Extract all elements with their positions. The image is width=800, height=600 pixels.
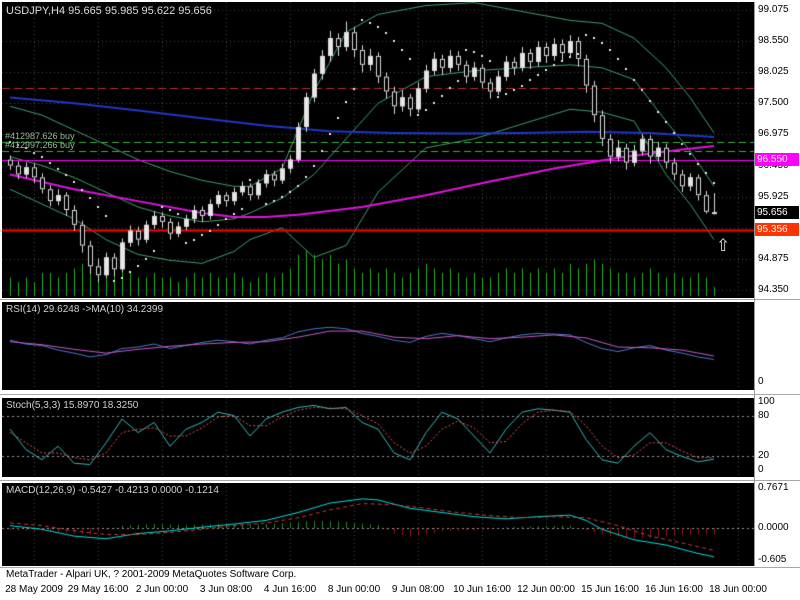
time-axis-label: 10 Jun 16:00 bbox=[453, 584, 511, 595]
time-axis-label: 8 Jun 00:00 bbox=[327, 584, 381, 595]
price-axis-label: -0.605 bbox=[758, 554, 787, 565]
price-axis-label: 95.925 bbox=[758, 190, 789, 202]
time-axis-label: 29 May 16:00 bbox=[67, 584, 129, 595]
panel-splitter[interactable] bbox=[0, 394, 800, 395]
price-axis-label: 80 bbox=[758, 409, 770, 421]
macd-canvas[interactable] bbox=[2, 483, 755, 566]
main-chart-panel: USDJPY,H4 95.665 95.985 95.622 95.656 #4… bbox=[2, 2, 755, 298]
macd-label: MACD(12,26,9) -0.5427 -0.4213 0.0000 -0.… bbox=[6, 485, 219, 496]
price-axis-label: 94.875 bbox=[758, 252, 789, 264]
trade-label-buy-2[interactable]: #412997.266 buy bbox=[5, 139, 75, 150]
time-axis-label: 12 Jun 00:00 bbox=[517, 584, 575, 595]
time-axis-label: 4 Jun 16:00 bbox=[263, 584, 317, 595]
chart-title: USDJPY,H4 95.665 95.985 95.622 95.656 bbox=[6, 5, 212, 17]
time-axis-label: 3 Jun 08:00 bbox=[199, 584, 253, 595]
time-axis-label: 9 Jun 08:00 bbox=[391, 584, 445, 595]
panel-splitter[interactable] bbox=[0, 480, 800, 481]
time-axis[interactable]: 28 May 2009 29 May 16:00 2 Jun 00:00 3 Jun … bbox=[2, 582, 798, 598]
price-axis-label: 0.7671 bbox=[758, 482, 789, 493]
price-axis-label: 0 bbox=[758, 464, 764, 475]
trade-label-buy-1[interactable]: #412987.626 buy bbox=[5, 131, 75, 142]
time-axis-label: 28 May 2009 bbox=[5, 584, 63, 595]
time-axis-label: 18 Jun 00:00 bbox=[709, 584, 767, 595]
stochastic-label: Stoch(5,3,3) 15.8970 18.3250 bbox=[6, 400, 139, 411]
stochastic-panel: Stoch(5,3,3) 15.8970 18.3250 bbox=[2, 398, 755, 477]
panel-splitter[interactable] bbox=[0, 567, 800, 568]
price-chart-canvas[interactable] bbox=[2, 2, 755, 298]
axis-divider bbox=[754, 2, 755, 566]
panel-splitter[interactable] bbox=[0, 299, 800, 300]
copyright-text: MetaTrader - Alpari UK, ? 2001-2009 Meta… bbox=[6, 569, 297, 580]
price-marker-box: 95.356 bbox=[755, 223, 799, 237]
price-axis-label: 20 bbox=[758, 450, 770, 462]
rsi-panel: RSI(14) 29.6248 ->MA(10) 34.2399 bbox=[2, 302, 755, 390]
price-axis-label: 94.350 bbox=[758, 284, 789, 295]
price-axis[interactable]: 99.07598.55098.02597.50096.97596.45095.9… bbox=[755, 0, 800, 600]
price-axis-label: 99.075 bbox=[758, 4, 789, 15]
rsi-canvas[interactable] bbox=[2, 302, 755, 390]
price-axis-label: 0.0000 bbox=[758, 522, 789, 534]
price-axis-label: 0 bbox=[758, 376, 764, 387]
price-axis-label: 98.550 bbox=[758, 35, 789, 47]
price-axis-label: 98.025 bbox=[758, 66, 789, 78]
price-axis-label: 96.975 bbox=[758, 128, 789, 140]
stochastic-canvas[interactable] bbox=[2, 398, 755, 477]
time-axis-label: 16 Jun 16:00 bbox=[645, 584, 703, 595]
time-axis-label: 2 Jun 00:00 bbox=[135, 584, 189, 595]
price-marker-box: 96.550 bbox=[755, 152, 799, 166]
price-axis-label: 100 bbox=[758, 396, 775, 407]
rsi-label: RSI(14) 29.6248 ->MA(10) 34.2399 bbox=[6, 304, 164, 315]
price-marker-box: 95.656 bbox=[755, 205, 799, 219]
price-axis-label: 97.500 bbox=[758, 97, 789, 109]
time-axis-label: 15 Jun 16:00 bbox=[581, 584, 639, 595]
macd-panel: MACD(12,26,9) -0.5427 -0.4213 0.0000 -0.… bbox=[2, 483, 755, 566]
up-arrow-icon[interactable]: ⇧ bbox=[716, 235, 731, 255]
